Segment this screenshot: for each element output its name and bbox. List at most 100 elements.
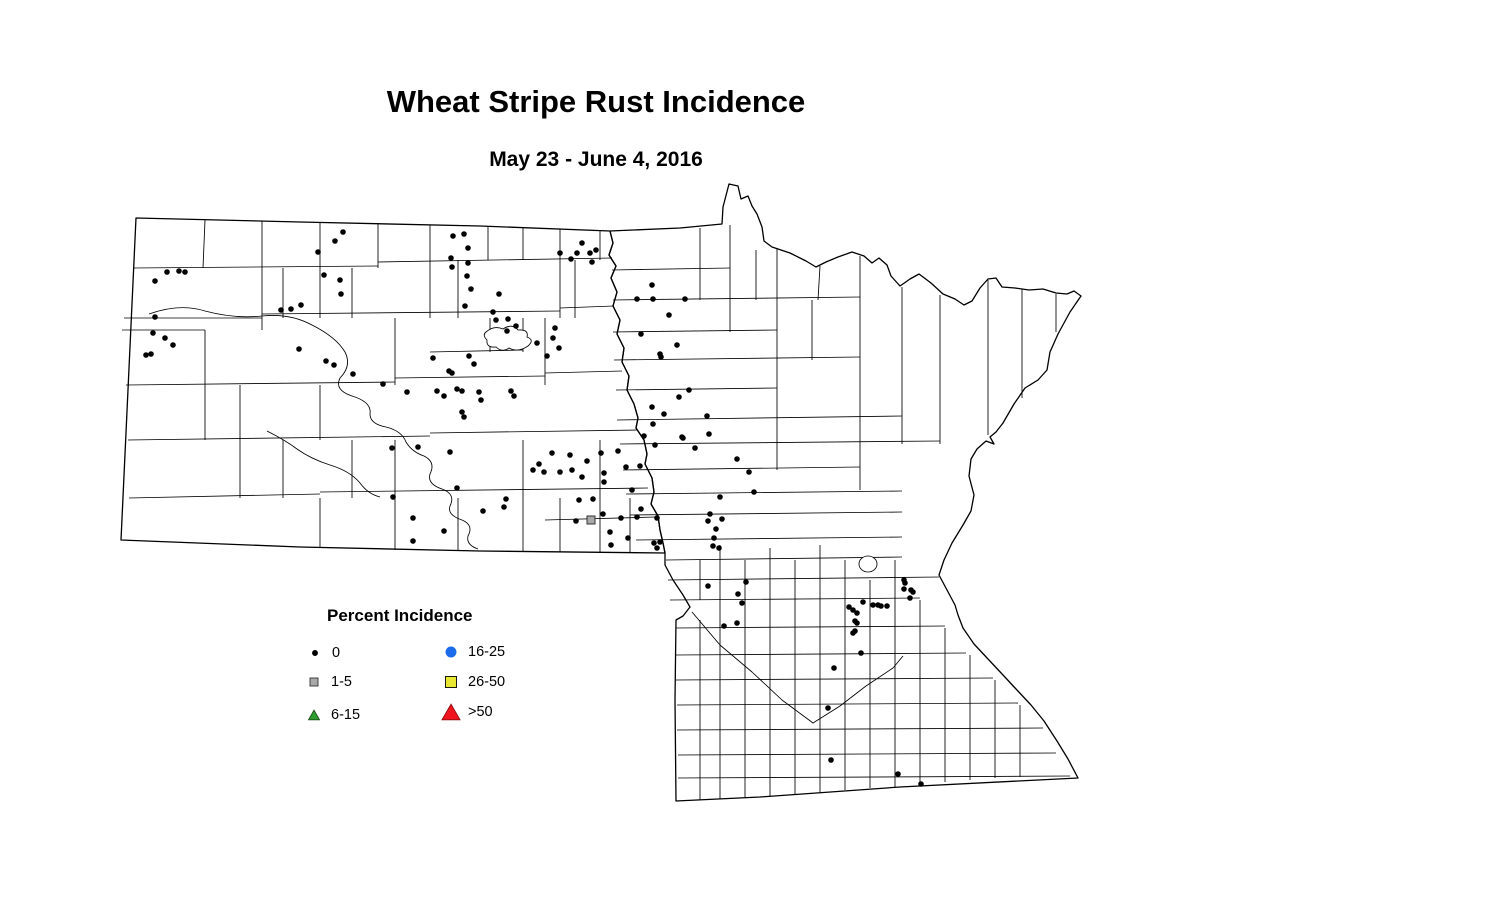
map-point-incidence-0 (746, 469, 752, 475)
map-point-incidence-0 (598, 450, 604, 456)
legend-gray-square-icon (301, 671, 327, 693)
legend-symbol-glyph (312, 650, 318, 656)
map-point-incidence-0 (315, 249, 321, 255)
map-point-incidence-0 (459, 409, 465, 415)
map-point-incidence-0 (148, 351, 154, 357)
map-point-incidence-0 (692, 445, 698, 451)
legend-blue-circle-icon (438, 641, 464, 663)
map-point-incidence-0 (454, 485, 460, 491)
rivers-and-lakes (148, 307, 904, 724)
legend-green-triangle-icon (301, 704, 327, 726)
map-point-incidence-0 (170, 342, 176, 348)
legend-symbol-glyph (445, 646, 457, 658)
map-point-incidence-0 (511, 393, 517, 399)
legend-symbol-glyph (445, 676, 457, 688)
map-point-incidence-0 (449, 264, 455, 270)
map-point-incidence-0 (434, 388, 440, 394)
map-point-incidence-0 (676, 394, 682, 400)
map-point-incidence-0 (448, 255, 454, 261)
map-point-incidence-0 (162, 335, 168, 341)
map-point-incidence-0 (501, 504, 507, 510)
map-point-incidence-0 (415, 444, 421, 450)
map-point-incidence-0 (337, 277, 343, 283)
map-point-incidence-0 (711, 535, 717, 541)
map-point-incidence-0 (706, 431, 712, 437)
map-point-incidence-0 (579, 474, 585, 480)
map-point-incidence-0 (831, 665, 837, 671)
map-point-incidence-0 (600, 511, 606, 517)
data-points-layer (143, 229, 924, 787)
devils-lake (483, 325, 532, 351)
map-point-incidence-0 (593, 247, 599, 253)
map-point-incidence-0 (410, 538, 416, 544)
map-point-incidence-0 (713, 526, 719, 532)
map-point-incidence-0 (323, 358, 329, 364)
map-point-incidence-0 (634, 296, 640, 302)
legend: Percent Incidence 0 1-5 6-15 16-25 26-50… (300, 598, 570, 738)
map-point-incidence-0 (739, 600, 745, 606)
map-point-incidence-0 (734, 456, 740, 462)
map-point-incidence-0 (441, 393, 447, 399)
map-point-incidence-0 (608, 542, 614, 548)
map-point-incidence-0 (751, 489, 757, 495)
map-point-incidence-0 (607, 529, 613, 535)
map-point-incidence-0 (716, 545, 722, 551)
map-point-incidence-0 (541, 469, 547, 475)
map-point-incidence-0 (496, 291, 502, 297)
map-point-incidence-0 (454, 386, 460, 392)
map-point-incidence-0 (704, 413, 710, 419)
map-point-incidence-0 (654, 515, 660, 521)
county-boundaries (122, 219, 1071, 800)
map-point-incidence-0 (576, 497, 582, 503)
legend-yellow-square-icon (438, 671, 464, 693)
map-point-incidence-0 (567, 452, 573, 458)
map-point-incidence-0 (652, 442, 658, 448)
map-point-incidence-0 (735, 591, 741, 597)
map-point-incidence-0 (332, 238, 338, 244)
page-title: Wheat Stripe Rust Incidence (386, 84, 806, 119)
map-point-incidence-0 (569, 467, 575, 473)
map-point-incidence-0 (461, 414, 467, 420)
map-point-incidence-0 (480, 508, 486, 514)
date-range-subtitle: May 23 - June 4, 2016 (489, 148, 703, 171)
map-point-incidence-0 (625, 535, 631, 541)
map-point-incidence-0 (870, 602, 876, 608)
map-point-incidence-0 (493, 317, 499, 323)
legend-item-label: 16-25 (468, 644, 506, 660)
map-point-incidence-0 (573, 518, 579, 524)
mille-lacs-lake (858, 555, 878, 573)
map-point-incidence-0 (471, 361, 477, 367)
map-point-incidence-0 (629, 487, 635, 493)
map-point-incidence-0 (568, 256, 574, 262)
map-point-incidence-0 (176, 268, 182, 274)
map-point-incidence-0 (288, 306, 294, 312)
map-point-incidence-0 (513, 323, 519, 329)
map-point-incidence-0 (705, 518, 711, 524)
map-point-incidence-0 (464, 273, 470, 279)
map-point-incidence-0 (858, 650, 864, 656)
map-point-incidence-0 (478, 397, 484, 403)
map-point-incidence-0 (846, 604, 852, 610)
map-point-incidence-0 (850, 607, 856, 613)
legend-symbol-glyph (309, 677, 319, 687)
map-point-incidence-0 (649, 282, 655, 288)
map-point-incidence-0 (534, 340, 540, 346)
map-point-incidence-0 (530, 467, 536, 473)
map-point-incidence-0 (907, 595, 913, 601)
map-point-incidence-0 (390, 494, 396, 500)
map-point-incidence-0 (536, 461, 542, 467)
map-point-incidence-0 (854, 620, 860, 626)
map-point-incidence-0 (638, 331, 644, 337)
map-point-incidence-0 (638, 506, 644, 512)
map-point-incidence-0 (657, 539, 663, 545)
map-point-incidence-0 (686, 387, 692, 393)
map-point-incidence-0 (666, 312, 672, 318)
map-point-incidence-0 (650, 296, 656, 302)
map-point-incidence-0 (557, 250, 563, 256)
map-point-incidence-0 (721, 623, 727, 629)
map-point-incidence-0 (410, 515, 416, 521)
map-point-incidence-0 (404, 389, 410, 395)
map-point-incidence-0 (476, 389, 482, 395)
map-point-incidence-0 (601, 479, 607, 485)
